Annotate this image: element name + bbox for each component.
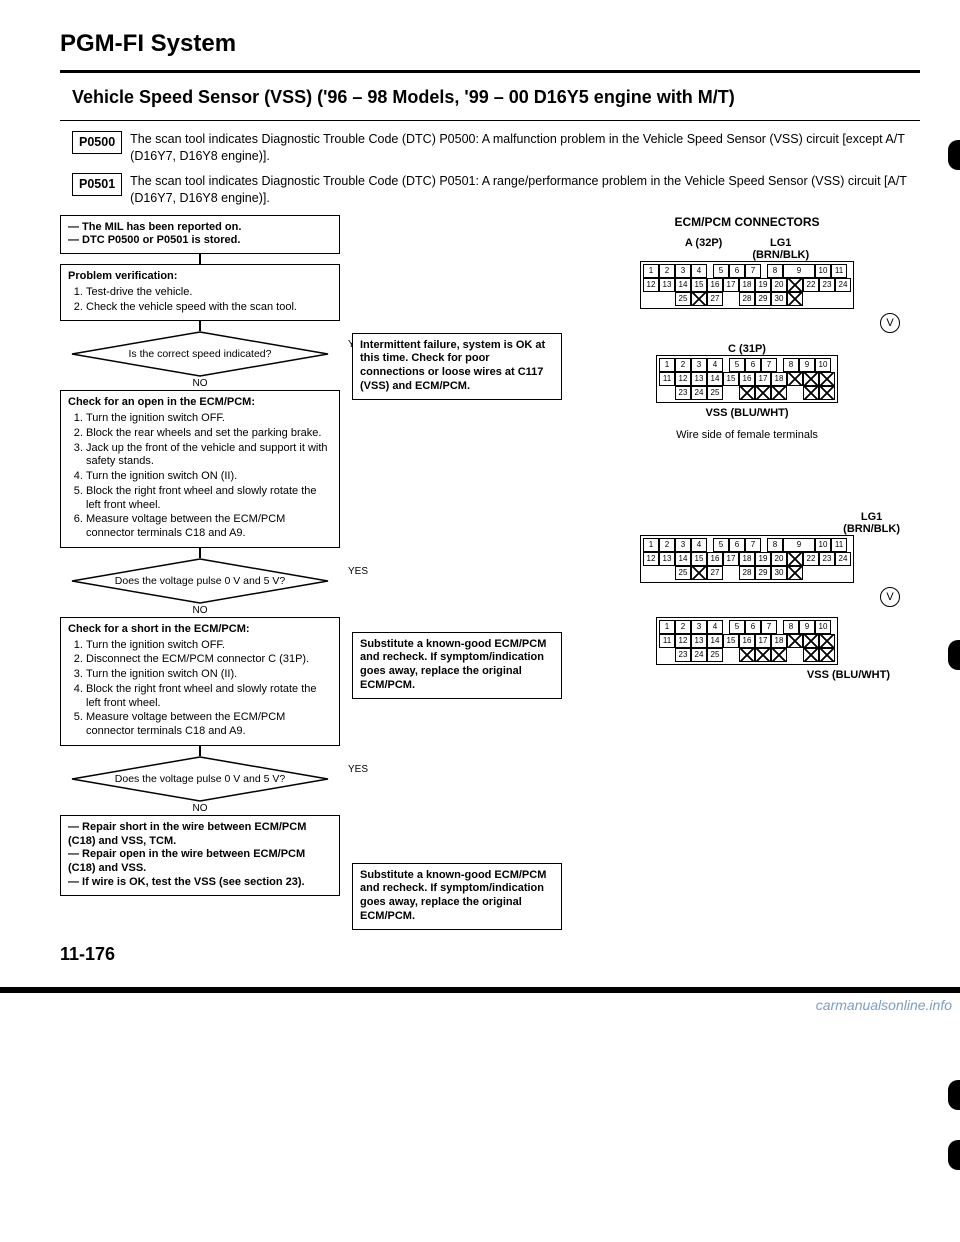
check1-box: Check for an open in the ECM/PCM: Turn t…	[60, 390, 340, 548]
dtc-badge: P0501	[72, 173, 122, 196]
connectors-header: ECM/PCM CONNECTORS	[574, 215, 920, 229]
no-label: NO	[60, 605, 340, 616]
dtc-badge: P0500	[72, 131, 122, 154]
conn-c31p-grid-2: 1234 567 8910 1112131415161718 232425	[656, 617, 838, 665]
decision-1: Is the correct speed indicated? YES	[60, 331, 340, 377]
voltage-icon: V	[880, 587, 900, 607]
connector-a32p: A (32P) LG1 (BRN/BLK) 1234 567 891011	[574, 237, 920, 333]
no-label: NO	[60, 378, 340, 389]
connector-c31p: C (31P) 1234 567 8910 1112131415161718	[574, 343, 920, 419]
start-box: — The MIL has been reported on. — DTC P0…	[60, 215, 340, 255]
dtc-p0501: P0501 The scan tool indicates Diagnostic…	[72, 173, 920, 207]
page-number: 11-176	[60, 944, 920, 965]
no-label: NO	[60, 803, 340, 814]
substitute-box-1: Substitute a known-good ECM/PCM and rech…	[352, 632, 562, 699]
wire-side-note: Wire side of female terminals	[574, 429, 920, 441]
section-title: Vehicle Speed Sensor (VSS) ('96 – 98 Mod…	[72, 87, 920, 108]
voltage-icon: V	[880, 313, 900, 333]
intermittent-box: Intermittent failure, system is OK at th…	[352, 333, 562, 400]
conn-c31p-grid: 1234 567 8910 1112131415161718 232425	[656, 355, 838, 403]
watermark: carmanualsonline.info	[816, 997, 952, 1013]
conn-a32p-grid-2: 1234 567 891011 121314151617181920222324…	[640, 535, 854, 583]
check2-box: Check for a short in the ECM/PCM: Turn t…	[60, 617, 340, 746]
edge-artifact	[948, 1080, 960, 1110]
edge-artifact	[948, 640, 960, 670]
edge-artifact	[948, 1140, 960, 1170]
flowchart-column: — The MIL has been reported on. — DTC P0…	[60, 215, 340, 896]
rule-thin	[60, 120, 920, 121]
dtc-text: The scan tool indicates Diagnostic Troub…	[130, 173, 920, 207]
dtc-p0500: P0500 The scan tool indicates Diagnostic…	[72, 131, 920, 165]
dtc-text: The scan tool indicates Diagnostic Troub…	[130, 131, 920, 165]
final-box: — Repair short in the wire between ECM/P…	[60, 815, 340, 896]
system-title: PGM-FI System	[60, 30, 920, 58]
decision-2: Does the voltage pulse 0 V and 5 V? YES	[60, 558, 340, 604]
connector-a32p-2: LG1 (BRN/BLK) 1234 567 891011 1213141516…	[574, 511, 920, 607]
conn-a32p-grid: 1234 567 891011 121314151617181920222324…	[640, 261, 854, 309]
connectors-column: ECM/PCM CONNECTORS A (32P) LG1 (BRN/BLK)…	[574, 215, 920, 691]
verify-box: Problem verification: Test-drive the veh…	[60, 264, 340, 321]
decision-3: Does the voltage pulse 0 V and 5 V? YES	[60, 756, 340, 802]
rule-thick	[60, 70, 920, 73]
mid-column: Intermittent failure, system is OK at th…	[352, 215, 562, 930]
connector-c31p-2: 1234 567 8910 1112131415161718 232425	[574, 617, 920, 681]
edge-artifact	[948, 140, 960, 170]
substitute-box-2: Substitute a known-good ECM/PCM and rech…	[352, 863, 562, 930]
